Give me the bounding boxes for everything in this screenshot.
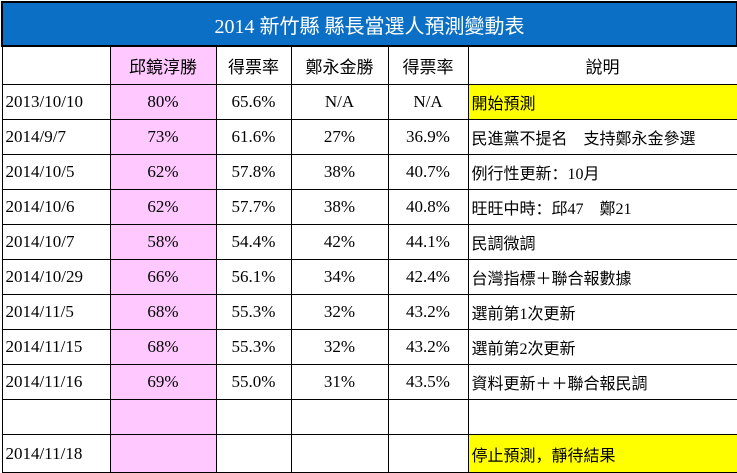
date-cell: 2014/11/16: [1, 364, 111, 400]
zheng-rate-cell: 44.1%: [387, 224, 469, 260]
zheng-rate-cell: 43.2%: [387, 294, 469, 330]
header-qiu-win: 邱鏡淳勝: [109, 45, 217, 85]
zheng-rate-cell: 43.5%: [387, 364, 469, 400]
date-cell: 2014/10/29: [1, 259, 111, 295]
table-title: 2014 新竹縣 縣長當選人預測變動表: [1, 1, 737, 47]
note-cell: 資料更新＋＋聯合報民調: [467, 364, 737, 400]
date-cell: 2014/10/6: [1, 189, 111, 225]
table-row: 2014/10/5 62% 57.8% 38% 40.7% 例行性更新：10月: [1, 154, 737, 190]
note-cell: 停止預測，靜待結果: [467, 434, 737, 473]
qiu-rate-cell: [215, 399, 292, 435]
note-cell: 選前第2次更新: [467, 329, 737, 365]
note-cell: 台灣指標＋聯合報數據: [467, 259, 737, 295]
date-cell: 2014/10/7: [1, 224, 111, 260]
date-cell: 2014/9/7: [1, 119, 111, 155]
zheng-rate-cell: 40.7%: [387, 154, 469, 190]
zheng-rate-cell: 43.2%: [387, 329, 469, 365]
zheng-rate-cell: [387, 399, 469, 435]
qiu-win-cell: 68%: [109, 294, 217, 330]
date-cell: 2014/11/18: [1, 434, 111, 473]
table-row: 2014/10/29 66% 56.1% 34% 42.4% 台灣指標＋聯合報數據: [1, 259, 737, 295]
table-row: 2014/11/5 68% 55.3% 32% 43.2% 選前第1次更新: [1, 294, 737, 330]
header-qiu-rate: 得票率: [215, 45, 292, 85]
qiu-win-cell: 58%: [109, 224, 217, 260]
date-cell: 2014/11/15: [1, 329, 111, 365]
qiu-rate-cell: 57.7%: [215, 189, 292, 225]
note-cell: 開始預測: [467, 84, 737, 120]
note-cell: 旺旺中時：邱47 鄭21: [467, 189, 737, 225]
zheng-win-cell: 42%: [290, 224, 389, 260]
zheng-rate-cell: 42.4%: [387, 259, 469, 295]
zheng-rate-cell: 40.8%: [387, 189, 469, 225]
qiu-rate-cell: 55.3%: [215, 294, 292, 330]
table-row: 2014/10/6 62% 57.7% 38% 40.8% 旺旺中時：邱47 鄭21: [1, 189, 737, 225]
qiu-win-cell: [109, 399, 217, 435]
note-cell: [467, 399, 737, 435]
note-cell: 例行性更新：10月: [467, 154, 737, 190]
zheng-rate-cell: 36.9%: [387, 119, 469, 155]
note-cell: 民進黨不提名 支持鄭永金參選: [467, 119, 737, 155]
qiu-rate-cell: [215, 434, 292, 473]
qiu-win-cell: 80%: [109, 84, 217, 120]
header-note: 說明: [467, 45, 737, 85]
zheng-win-cell: 32%: [290, 329, 389, 365]
qiu-rate-cell: 56.1%: [215, 259, 292, 295]
qiu-rate-cell: 55.0%: [215, 364, 292, 400]
qiu-win-cell: 62%: [109, 189, 217, 225]
table-row: 2013/10/10 80% 65.6% N/A N/A 開始預測: [1, 84, 737, 120]
qiu-win-cell: [109, 434, 217, 473]
qiu-rate-cell: 61.6%: [215, 119, 292, 155]
qiu-rate-cell: 57.8%: [215, 154, 292, 190]
qiu-win-cell: 73%: [109, 119, 217, 155]
table-row: 2014/11/15 68% 55.3% 32% 43.2% 選前第2次更新: [1, 329, 737, 365]
zheng-win-cell: 31%: [290, 364, 389, 400]
note-cell: 民調微調: [467, 224, 737, 260]
note-cell: 選前第1次更新: [467, 294, 737, 330]
zheng-win-cell: 38%: [290, 154, 389, 190]
date-cell: 2013/10/10: [1, 84, 111, 120]
zheng-win-cell: [290, 399, 389, 435]
table-row: [1, 399, 737, 435]
zheng-rate-cell: N/A: [387, 84, 469, 120]
qiu-rate-cell: 65.6%: [215, 84, 292, 120]
zheng-win-cell: 27%: [290, 119, 389, 155]
qiu-win-cell: 66%: [109, 259, 217, 295]
qiu-win-cell: 62%: [109, 154, 217, 190]
header-zheng-rate: 得票率: [387, 45, 469, 85]
qiu-win-cell: 69%: [109, 364, 217, 400]
qiu-win-cell: 68%: [109, 329, 217, 365]
zheng-win-cell: 38%: [290, 189, 389, 225]
zheng-win-cell: 32%: [290, 294, 389, 330]
zheng-win-cell: N/A: [290, 84, 389, 120]
zheng-win-cell: 34%: [290, 259, 389, 295]
table-row: 2014/11/18 停止預測，靜待結果: [1, 434, 737, 473]
table-row: 2014/9/7 73% 61.6% 27% 36.9% 民進黨不提名 支持鄭永金參選: [1, 119, 737, 155]
table-row: 2014/10/7 58% 54.4% 42% 44.1% 民調微調: [1, 224, 737, 260]
zheng-win-cell: [290, 434, 389, 473]
date-cell: 2014/11/5: [1, 294, 111, 330]
header-date: [1, 45, 111, 85]
zheng-rate-cell: [387, 434, 469, 473]
header-zheng-win: 鄭永金勝: [290, 45, 389, 85]
qiu-rate-cell: 54.4%: [215, 224, 292, 260]
date-cell: [1, 399, 111, 435]
header-row: 邱鏡淳勝 得票率 鄭永金勝 得票率 說明: [1, 45, 737, 85]
table-row: 2014/11/16 69% 55.0% 31% 43.5% 資料更新＋＋聯合報民調: [1, 364, 737, 400]
qiu-rate-cell: 55.3%: [215, 329, 292, 365]
date-cell: 2014/10/5: [1, 154, 111, 190]
